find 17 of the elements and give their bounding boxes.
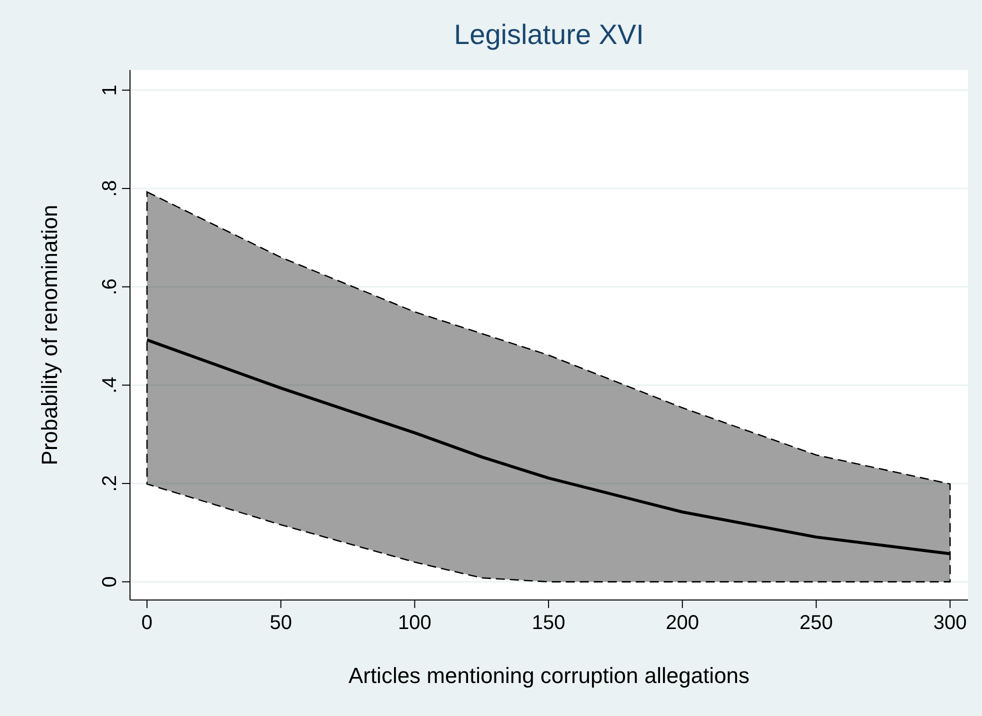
- y-axis-title: Probability of renomination: [37, 204, 62, 466]
- y-tick-label: 0: [99, 576, 121, 588]
- x-axis-title: Articles mentioning corruption allegations: [348, 663, 750, 688]
- x-tick-label: 50: [270, 612, 292, 634]
- chart-title: Legislature XVI: [454, 19, 644, 50]
- x-tick-label: 250: [800, 612, 833, 634]
- x-tick-label: 300: [933, 612, 967, 634]
- y-tick-label: .8: [99, 180, 121, 197]
- y-tick-label: .2: [99, 475, 121, 492]
- x-tick-label: 100: [398, 612, 432, 634]
- x-tick-label: 200: [666, 612, 700, 634]
- line-series: [146, 338, 952, 556]
- y-tick-label: 1: [99, 84, 121, 96]
- y-tick-label: .6: [99, 278, 121, 296]
- x-tick-label: 150: [532, 612, 566, 634]
- y-tick-label: .4: [99, 376, 121, 394]
- x-tick-label: 0: [141, 612, 153, 634]
